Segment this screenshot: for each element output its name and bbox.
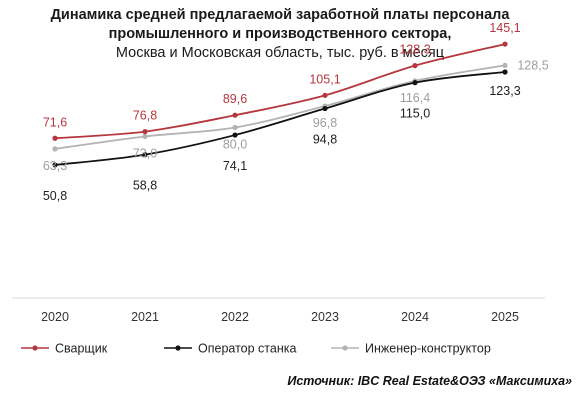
series-line-design-engineer [54,64,506,150]
data-point-welder [232,112,238,118]
data-label-welder: 145,1 [489,21,520,35]
x-tick-label: 2024 [401,310,429,324]
legend-item-welder: Сварщик [21,342,108,356]
data-point-welder [52,135,58,141]
series-line-welder [54,43,506,140]
data-point-design-engineer [502,62,508,68]
legend-item-design-engineer: Инженер-конструктор [331,342,491,356]
data-label-design-engineer: 80,0 [223,138,247,152]
title-line-3: Москва и Московская область, тыс. руб. в… [115,45,445,61]
data-label-machine-operator: 50,8 [43,189,67,203]
legend-marker-machine-operator [175,345,181,351]
data-label-design-engineer: 96,8 [313,116,337,130]
source-note: Источник: IBC Real Estate&ОЭЗ «Максимиха… [287,374,572,388]
data-point-machine-operator [52,162,58,168]
x-tick-label: 2023 [311,310,339,324]
data-label-welder: 76,8 [133,109,157,123]
data-point-machine-operator [322,105,328,112]
legend-item-machine-operator: Оператор станка [164,342,296,356]
data-label-machine-operator: 123,3 [489,84,520,98]
data-label-welder: 89,6 [223,92,247,106]
data-point-welder [502,41,508,47]
data-label-design-engineer: 73,0 [133,146,157,160]
data-point-welder [142,129,148,135]
title-line-1: Динамика средней предлагаемой заработной… [50,7,510,23]
x-tick-label: 2021 [131,310,159,324]
title-line-2: промышленного и производственного сектор… [108,26,452,42]
data-label-machine-operator: 74,1 [223,159,247,173]
data-point-design-engineer [232,124,238,131]
x-tick-label: 2020 [41,310,69,324]
data-point-design-engineer [52,146,58,152]
data-point-machine-operator [232,132,238,138]
data-point-design-engineer [142,133,148,140]
data-label-welder: 128,3 [399,43,430,57]
data-point-machine-operator [412,80,418,86]
data-label-machine-operator: 94,8 [313,133,337,147]
legend-marker-design-engineer [342,345,348,351]
x-tick-label: 2025 [491,310,519,324]
data-label-design-engineer: 63,3 [43,159,67,173]
legend-label-machine-operator: Оператор станка [198,342,296,356]
data-label-welder: 71,6 [43,115,67,129]
data-label-welder: 105,1 [309,72,340,86]
data-label-machine-operator: 58,8 [133,179,157,193]
legend-marker-welder [32,345,38,351]
legend-label-welder: Сварщик [55,342,108,356]
data-label-design-engineer: 116,4 [400,91,430,105]
x-tick-label: 2022 [221,310,249,324]
data-point-welder [412,63,418,69]
data-label-design-engineer: 128,5 [517,58,548,72]
chart-title: Динамика средней предлагаемой заработной… [0,6,560,63]
legend-label-design-engineer: Инженер-конструктор [365,342,491,356]
data-label-machine-operator: 115,0 [400,107,430,121]
data-point-machine-operator [142,152,148,158]
series-line-machine-operator [54,71,506,166]
data-point-machine-operator [502,69,508,75]
data-point-welder [322,92,328,98]
